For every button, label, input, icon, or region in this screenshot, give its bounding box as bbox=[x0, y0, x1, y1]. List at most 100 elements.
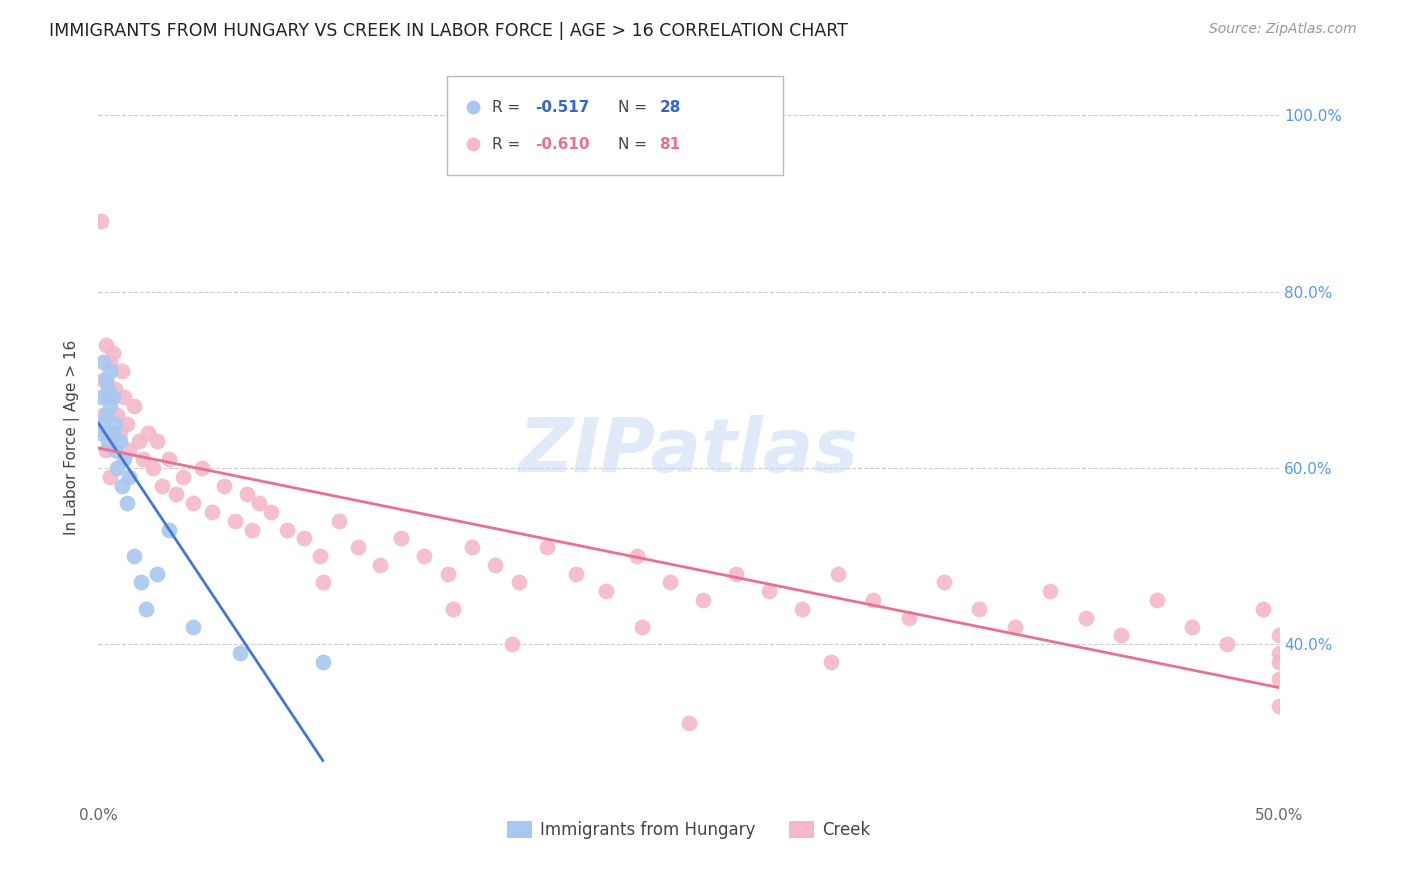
Point bbox=[413, 549, 436, 563]
Point bbox=[201, 505, 224, 519]
Text: ZIPatlas: ZIPatlas bbox=[519, 415, 859, 488]
Point bbox=[441, 602, 464, 616]
Point bbox=[312, 575, 335, 590]
Point bbox=[460, 540, 482, 554]
Point bbox=[97, 391, 120, 405]
Point bbox=[104, 382, 127, 396]
Point bbox=[292, 532, 315, 546]
Point bbox=[312, 655, 335, 669]
Point bbox=[309, 549, 332, 563]
Point bbox=[115, 417, 138, 431]
Point bbox=[1216, 637, 1239, 651]
Point bbox=[626, 549, 648, 563]
Point bbox=[97, 382, 120, 396]
Point bbox=[536, 540, 558, 554]
Point bbox=[150, 478, 173, 492]
Point bbox=[792, 602, 814, 616]
Point bbox=[108, 425, 131, 440]
Point bbox=[112, 452, 135, 467]
Point bbox=[827, 566, 849, 581]
Point bbox=[112, 391, 135, 405]
Point bbox=[564, 566, 586, 581]
Text: R =: R = bbox=[492, 100, 524, 115]
Point bbox=[347, 540, 370, 554]
Point bbox=[276, 523, 298, 537]
Text: Source: ZipAtlas.com: Source: ZipAtlas.com bbox=[1209, 22, 1357, 37]
Point bbox=[1268, 698, 1291, 713]
Point bbox=[101, 425, 124, 440]
Point bbox=[128, 434, 150, 449]
Point bbox=[98, 364, 121, 378]
Point bbox=[862, 593, 884, 607]
Point bbox=[111, 364, 134, 378]
FancyBboxPatch shape bbox=[447, 77, 783, 175]
Point bbox=[758, 584, 780, 599]
Point bbox=[105, 461, 128, 475]
Point bbox=[90, 214, 112, 228]
Point bbox=[437, 566, 460, 581]
Point bbox=[501, 637, 523, 651]
Point bbox=[94, 443, 117, 458]
Point bbox=[105, 408, 128, 422]
Point bbox=[98, 355, 121, 369]
Point bbox=[260, 505, 283, 519]
Point bbox=[91, 408, 114, 422]
Point bbox=[1268, 673, 1291, 687]
Point bbox=[122, 399, 145, 413]
Point bbox=[1251, 602, 1274, 616]
Point bbox=[157, 523, 180, 537]
Point bbox=[172, 469, 194, 483]
Point bbox=[932, 575, 955, 590]
Point bbox=[508, 575, 530, 590]
Point bbox=[240, 523, 263, 537]
Point bbox=[101, 391, 124, 405]
Point bbox=[1268, 646, 1291, 660]
Point bbox=[135, 602, 157, 616]
Point bbox=[90, 391, 112, 405]
Point bbox=[692, 593, 714, 607]
Point bbox=[1074, 611, 1097, 625]
Point bbox=[1268, 628, 1291, 642]
Point bbox=[191, 461, 214, 475]
Point bbox=[969, 602, 991, 616]
Point bbox=[97, 425, 120, 440]
Point bbox=[165, 487, 187, 501]
Point bbox=[328, 514, 350, 528]
Point bbox=[94, 337, 117, 351]
Point bbox=[212, 478, 235, 492]
Point bbox=[91, 417, 114, 431]
Point bbox=[142, 461, 165, 475]
Point bbox=[1039, 584, 1062, 599]
Text: N =: N = bbox=[619, 136, 652, 152]
Point bbox=[101, 346, 124, 360]
Point bbox=[104, 417, 127, 431]
Point bbox=[820, 655, 842, 669]
Point bbox=[111, 478, 134, 492]
Point bbox=[98, 399, 121, 413]
Point bbox=[136, 425, 159, 440]
Point bbox=[236, 487, 259, 501]
Point bbox=[118, 443, 141, 458]
Text: 28: 28 bbox=[659, 100, 681, 115]
Legend: Immigrants from Hungary, Creek: Immigrants from Hungary, Creek bbox=[501, 814, 877, 846]
Point bbox=[129, 575, 152, 590]
Point bbox=[368, 558, 391, 572]
Point bbox=[389, 532, 412, 546]
Point bbox=[91, 355, 114, 369]
Point bbox=[678, 716, 700, 731]
Point bbox=[725, 566, 748, 581]
Point bbox=[91, 373, 114, 387]
Point bbox=[122, 549, 145, 563]
Text: N =: N = bbox=[619, 100, 652, 115]
Point bbox=[1181, 619, 1204, 633]
Point bbox=[115, 496, 138, 510]
Point bbox=[157, 452, 180, 467]
Point bbox=[146, 566, 169, 581]
Text: R =: R = bbox=[492, 136, 524, 152]
Point bbox=[630, 619, 652, 633]
Point bbox=[181, 619, 204, 633]
Point bbox=[897, 611, 920, 625]
Text: -0.610: -0.610 bbox=[536, 136, 591, 152]
Point bbox=[181, 496, 204, 510]
Point bbox=[229, 646, 252, 660]
